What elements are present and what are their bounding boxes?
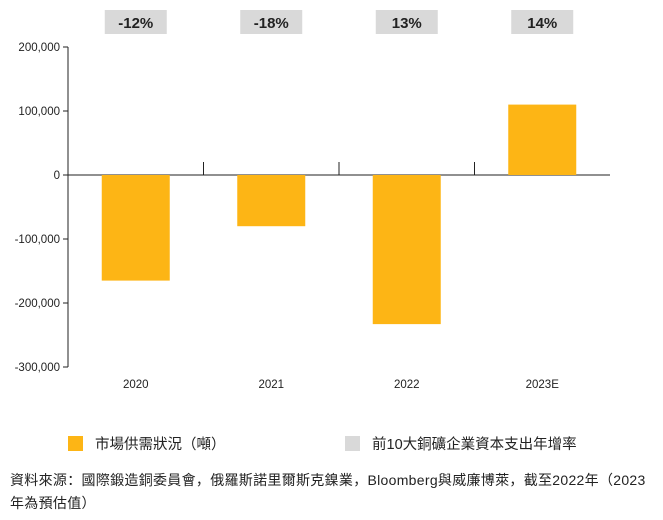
growth-rate-row: -12% -18% 13% 14% [104,10,574,34]
growth-rate-label: -12% [118,15,153,32]
growth-rate-box [104,10,167,34]
growth-rate-box [511,10,574,34]
growth-rate-label: 13% [392,15,422,32]
bar [237,175,306,227]
bar [101,175,170,281]
y-tick-label: -300,000 [15,362,60,374]
y-tick-label: -200,000 [15,298,60,310]
legend-label-capex-growth: 前10大銅礦企業資本支出年增率 [372,437,577,453]
legend-item-capex-growth: 前10大銅礦企業資本支出年增率 [345,433,577,454]
y-tick-label: 200,000 [18,42,60,54]
growth-rate-box [240,10,303,34]
legend-swatch-growth [345,436,360,451]
bar [508,104,577,175]
growth-rate-label: -18% [254,15,289,32]
legend: 市場供需狀況（噸） 前10大銅礦企業資本支出年增率 [68,433,648,455]
x-axis: 2020 2021 2022 2023E [68,162,610,391]
legend-swatch-bar [68,436,83,451]
x-tick-label: 2022 [394,379,420,391]
legend-label-supply-demand: 市場供需狀況（噸） [95,437,226,453]
y-tick-label: 100,000 [18,106,60,118]
y-tick-label: 0 [54,170,60,182]
x-tick-label: 2023E [526,379,560,391]
growth-rate-label: 14% [527,15,557,32]
bar-series [101,104,577,325]
y-axis: 200,000 100,000 0 -100,000 -200,000 -300,000 [15,42,69,374]
growth-rate-box [375,10,438,34]
bar [372,175,441,325]
legend-item-supply-demand: 市場供需狀況（噸） [68,433,226,454]
x-tick-label: 2021 [258,379,284,391]
chart: 200,000100,0000-100,000-200,000-300,000 … [15,10,610,391]
x-tick-label: 2020 [123,379,149,391]
y-tick-label: -100,000 [15,234,60,246]
source-note: 資料來源：國際鍛造銅委員會，俄羅斯諾里爾斯克鎳業，Bloomberg與威廉博萊，… [10,472,646,511]
